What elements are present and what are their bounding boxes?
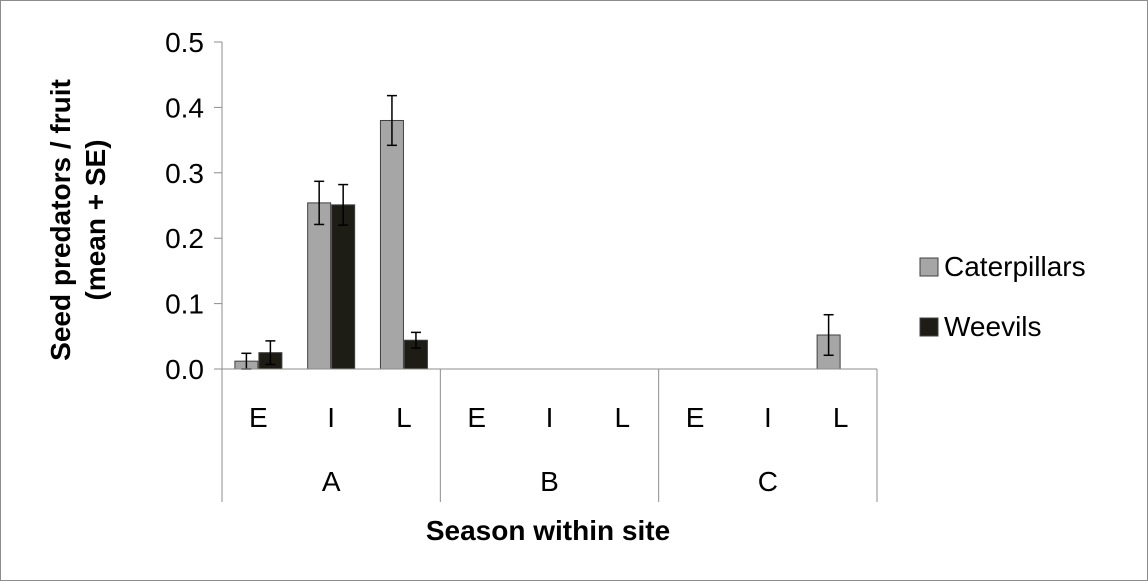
x-tick-label: L <box>614 402 630 433</box>
y-axis-title: Seed predators / fruit (mean + SE) <box>45 79 111 361</box>
x-tick-label: L <box>833 402 849 433</box>
legend: Caterpillars Weevils <box>919 251 1086 342</box>
y-tick-label: 0.3 <box>165 158 204 189</box>
x-tick-label: L <box>396 402 412 433</box>
x-axis: E I L E I L E I L A B C <box>221 368 878 502</box>
x-group-label: C <box>758 466 778 497</box>
x-tick-label: I <box>764 402 772 433</box>
y-axis: 0.0 0.1 0.2 0.3 0.4 0.5 <box>165 27 223 385</box>
y-tick-label: 0.2 <box>165 223 204 254</box>
x-tick-label: E <box>686 402 705 433</box>
y-tick-label: 0.4 <box>165 92 204 123</box>
bar-caterpillars <box>379 119 404 370</box>
legend-swatch-caterpillars <box>919 257 939 277</box>
x-tick-label: I <box>327 402 335 433</box>
x-group-label: A <box>322 466 341 497</box>
y-tick-label: 0.0 <box>165 354 204 385</box>
y-axis-title-line-2: (mean + SE) <box>80 139 111 300</box>
y-axis-title-line-1: Seed predators / fruit <box>45 79 76 361</box>
x-tick-label: E <box>467 402 486 433</box>
x-tick-label: I <box>546 402 554 433</box>
bar-caterpillars <box>307 202 332 370</box>
bar-weevils <box>331 204 356 370</box>
legend-label-weevils: Weevils <box>944 311 1042 342</box>
legend-label-caterpillars: Caterpillars <box>944 251 1086 282</box>
bars-layer <box>234 94 841 370</box>
y-tick-label: 0.1 <box>165 289 204 320</box>
x-tick-label: E <box>249 402 268 433</box>
x-group-label: B <box>540 466 559 497</box>
y-tick-label: 0.5 <box>165 27 204 58</box>
x-axis-title: Season within site <box>426 515 670 546</box>
legend-swatch-weevils <box>919 317 939 337</box>
